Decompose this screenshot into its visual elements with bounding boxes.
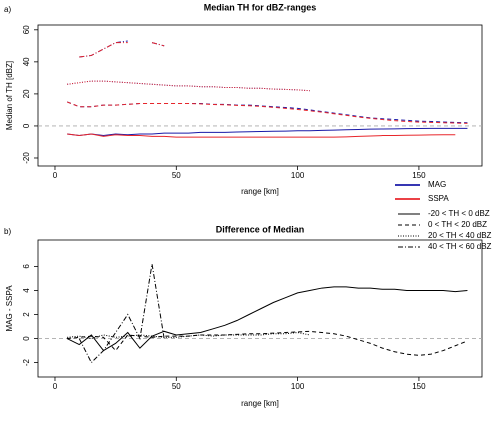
chart-title: Difference of Median — [216, 224, 305, 234]
data-line — [67, 127, 468, 137]
data-line — [67, 133, 456, 138]
data-line — [66, 101, 468, 124]
legend-label: 40 < TH < 60 dBZ — [428, 242, 492, 251]
data-line — [79, 40, 128, 58]
data-line — [67, 80, 310, 92]
panel-label: a) — [4, 5, 11, 14]
y-axis-label: Median of TH [dBZ] — [5, 61, 14, 130]
data-line — [66, 101, 468, 124]
x-tick-label: 150 — [412, 171, 426, 180]
x-tick-label: 100 — [291, 171, 305, 180]
legend-label: 0 < TH < 20 dBZ — [428, 220, 487, 229]
x-tick-label: 0 — [53, 171, 58, 180]
chart-title: Median TH for dBZ-ranges — [204, 2, 317, 12]
y-tick-label: 4 — [22, 288, 31, 293]
y-tick-label: 60 — [22, 25, 31, 34]
data-line — [66, 286, 468, 352]
y-tick-label: -2 — [22, 358, 31, 366]
x-tick-label: 50 — [172, 382, 181, 391]
plot-frame — [37, 239, 483, 378]
data-line — [67, 80, 310, 92]
y-tick-label: 40 — [22, 57, 31, 66]
data-line — [67, 330, 468, 356]
y-tick-label: 0 — [22, 123, 31, 128]
x-tick-label: 100 — [291, 382, 305, 391]
panel-label: b) — [4, 227, 11, 236]
y-tick-label: 2 — [22, 312, 31, 317]
legend-label: SSPA — [428, 194, 449, 203]
x-tick-label: 50 — [172, 171, 181, 180]
data-line — [78, 263, 165, 364]
data-line — [151, 42, 165, 47]
legend-label: -20 < TH < 0 dBZ — [428, 209, 490, 218]
y-axis-label: MAG - SSPA — [5, 285, 14, 332]
y-tick-label: 20 — [22, 89, 31, 98]
x-tick-label: 150 — [412, 382, 426, 391]
y-tick-label: 6 — [22, 264, 31, 269]
y-tick-label: 0 — [22, 336, 31, 341]
x-axis-label: range [km] — [241, 399, 279, 408]
x-axis-label: range [km] — [241, 187, 279, 196]
legend-label: MAG — [428, 180, 446, 189]
plot-frame — [37, 24, 483, 167]
data-line — [67, 332, 310, 340]
data-line — [79, 42, 128, 58]
x-tick-label: 0 — [53, 382, 58, 391]
y-tick-label: -20 — [22, 152, 31, 164]
legend-label: 20 < TH < 40 dBZ — [428, 231, 492, 240]
